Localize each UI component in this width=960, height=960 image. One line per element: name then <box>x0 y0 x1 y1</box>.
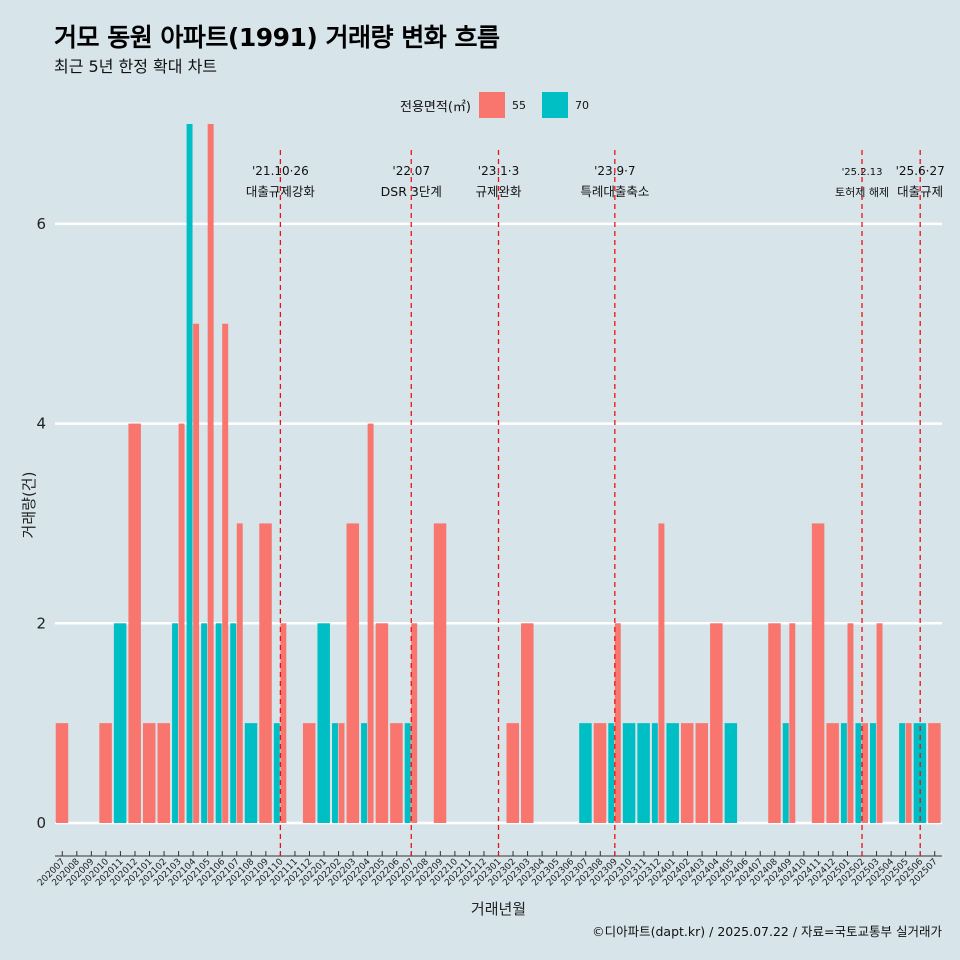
bar-55-202012 <box>128 423 141 823</box>
legend-label-55: 55 <box>511 98 526 112</box>
bar-55-202110 <box>280 623 287 823</box>
bar-55-202109 <box>259 523 272 823</box>
bar-70-202207 <box>404 723 411 823</box>
policy-date-202207: '22.07 <box>392 164 430 178</box>
bar-70-202107 <box>230 623 237 823</box>
legend-key-70 <box>541 92 568 118</box>
bar-55-202205 <box>375 623 389 823</box>
bar-55-202412 <box>826 723 839 823</box>
bar-55-202402 <box>680 723 694 823</box>
bar-70-202502 <box>855 723 862 823</box>
bar-55-202209 <box>433 523 447 823</box>
bar-55-202403 <box>695 723 709 823</box>
y-tick-label-0: 0 <box>36 814 46 832</box>
bar-70-202103 <box>172 623 178 823</box>
bar-55-202102 <box>157 723 171 823</box>
y-axis-title: 거래량(건) <box>20 472 38 539</box>
policy-label-202207: DSR 3단계 <box>381 184 442 199</box>
bar-55-202505 <box>905 723 912 823</box>
y-tick-label-2: 2 <box>36 614 46 632</box>
y-tick-label-6: 6 <box>36 215 46 233</box>
bar-70-202501 <box>840 723 847 823</box>
policy-date-202502: '25.2.13 <box>842 167 883 178</box>
bar-55-202112 <box>302 723 316 823</box>
bar-55-202206 <box>390 723 403 823</box>
bar-55-202501 <box>847 623 854 823</box>
bar-70-202108 <box>244 723 258 823</box>
bar-55-202103 <box>178 423 185 823</box>
chart-title: 거모 동원 아파트(1991) 거래량 변화 흐름 <box>54 23 500 52</box>
legend-label-70: 70 <box>574 98 589 112</box>
bar-55-202101 <box>142 723 156 823</box>
bar-70-202104 <box>186 124 193 823</box>
chart-subtitle: 최근 5년 한정 확대 차트 <box>54 57 218 76</box>
bar-70-202204 <box>361 723 368 823</box>
bar-55-202107 <box>236 523 243 823</box>
y-tick-label-4: 4 <box>36 415 46 433</box>
bar-55-202404 <box>710 623 723 823</box>
legend-key-55 <box>478 92 505 118</box>
policy-date-202309: '23.9·7 <box>594 164 635 178</box>
bar-70-202401 <box>666 723 679 823</box>
bar-55-202503 <box>876 623 883 823</box>
bar-55-202105 <box>207 124 214 823</box>
bar-55-202207 <box>411 623 418 823</box>
bar-55-202010 <box>99 723 112 823</box>
bar-55-202202 <box>338 723 345 823</box>
bar-55-202106 <box>222 323 229 823</box>
bar-55-202409 <box>789 623 796 823</box>
bar-55-202303 <box>521 623 534 823</box>
bar-55-202203 <box>346 523 360 823</box>
bar-55-202104 <box>193 323 200 823</box>
policy-label-202301: 규제완화 <box>475 184 522 199</box>
bar-70-202312 <box>651 723 658 823</box>
bar-70-202311 <box>637 723 650 823</box>
bar-70-202106 <box>215 623 222 823</box>
legend-title: 전용면적(㎡) <box>400 99 471 115</box>
bar-55-202507 <box>928 723 941 823</box>
caption: ©디아파트(dapt.kr) / 2025.07.22 / 자료=국토교통부 실… <box>592 924 942 939</box>
policy-date-202301: '23.1·3 <box>478 164 519 178</box>
policy-date-202506: '25.6·27 <box>896 164 945 178</box>
x-axis-title: 거래년월 <box>471 900 526 918</box>
policy-label-202502: 토허제 해제 <box>835 185 889 199</box>
bar-55-202411 <box>811 523 825 823</box>
bar-70-202307 <box>579 723 592 823</box>
bar-55-202204 <box>367 423 374 823</box>
legend: 전용면적(㎡) 55 70 <box>400 92 605 118</box>
bar-55-202007 <box>55 723 69 823</box>
bar-70-202105 <box>201 623 208 823</box>
bar-55-202308 <box>593 723 607 823</box>
bar-70-202310 <box>622 723 636 823</box>
bar-55-202502 <box>862 723 868 823</box>
policy-label-202309: 특례대출축소 <box>580 184 649 199</box>
bar-70-202201 <box>317 623 330 823</box>
bar-55-202302 <box>506 723 519 823</box>
bar-70-202503 <box>870 723 876 823</box>
bar-55-202309 <box>614 623 621 823</box>
bar-70-202110 <box>273 723 280 823</box>
policy-date-202110: '21.10·26 <box>252 164 309 178</box>
bar-70-202309 <box>608 723 615 823</box>
policy-label-202110: 대출규제강화 <box>246 184 316 199</box>
bar-55-202312 <box>658 523 665 823</box>
bar-70-202505 <box>899 723 906 823</box>
policy-label-202506: 대출규제 <box>897 184 943 199</box>
bar-70-202202 <box>332 723 338 823</box>
bar-70-202011 <box>113 623 127 823</box>
bar-55-202408 <box>768 623 781 823</box>
bar-70-202405 <box>724 723 738 823</box>
bar-70-202409 <box>782 723 789 823</box>
